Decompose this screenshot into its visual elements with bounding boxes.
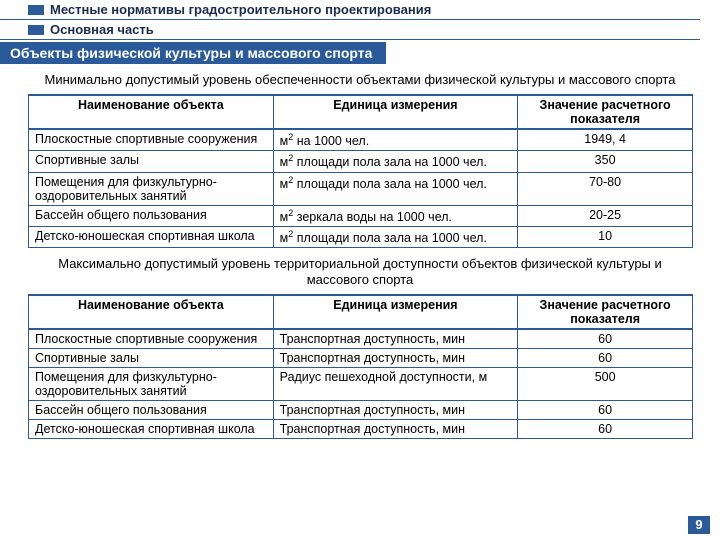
cell-unit: Транспортная доступность, мин (273, 329, 518, 349)
cell-unit: Транспортная доступность, мин (273, 420, 518, 439)
cell-name: Плоскостные спортивные сооружения (29, 329, 274, 349)
cell-value: 60 (518, 329, 693, 349)
cell-name: Спортивные залы (29, 151, 274, 172)
cell-name: Помещения для физкультурно-оздоровительн… (29, 368, 274, 401)
table-row: Детско-юношеская спортивная школа м2 пло… (29, 226, 693, 247)
cell-name: Детско-юношеская спортивная школа (29, 420, 274, 439)
header-text-2: Основная часть (50, 22, 154, 37)
cell-unit: м2 на 1000 чел. (273, 129, 518, 151)
cell-value: 60 (518, 349, 693, 368)
cell-unit: м2 площади пола зала на 1000 чел. (273, 172, 518, 205)
section-title: Объекты физической культуры и массового … (0, 42, 386, 64)
table-row: Помещения для физкультурно-оздоровительн… (29, 368, 693, 401)
cell-value: 350 (518, 151, 693, 172)
cell-value: 1949, 4 (518, 129, 693, 151)
header-line-2: Основная часть (0, 20, 720, 37)
cell-unit: м2 площади пола зала на 1000 чел. (273, 151, 518, 172)
table-row: Бассейн общего пользования м2 зеркала во… (29, 205, 693, 226)
cell-unit: Радиус пешеходной доступности, м (273, 368, 518, 401)
cell-value: 70-80 (518, 172, 693, 205)
cell-name: Помещения для физкультурно-оздоровительн… (29, 172, 274, 205)
cell-unit: Транспортная доступность, мин (273, 401, 518, 420)
table-header-row: Наименование объекта Единица измерения З… (29, 95, 693, 129)
table-1: Наименование объекта Единица измерения З… (28, 94, 693, 248)
page-number: 9 (688, 516, 710, 534)
table-header-row: Наименование объекта Единица измерения З… (29, 295, 693, 329)
cell-unit: м2 зеркала воды на 1000 чел. (273, 205, 518, 226)
cell-value: 500 (518, 368, 693, 401)
cell-value: 60 (518, 401, 693, 420)
table-row: Спортивные залы Транспортная доступность… (29, 349, 693, 368)
th-unit: Единица измерения (273, 95, 518, 129)
header-underline-2 (0, 39, 700, 40)
header-bar-icon (28, 25, 44, 35)
cell-name: Бассейн общего пользования (29, 205, 274, 226)
subtitle-2: Максимально допустимый уровень территори… (30, 256, 690, 289)
th-unit: Единица измерения (273, 295, 518, 329)
th-value: Значение расчетного показателя (518, 95, 693, 129)
cell-name: Бассейн общего пользования (29, 401, 274, 420)
header-text-1: Местные нормативы градостроительного про… (50, 2, 431, 17)
header-bar-icon (28, 5, 44, 15)
table-row: Плоскостные спортивные сооружения м2 на … (29, 129, 693, 151)
table-row: Помещения для физкультурно-оздоровительн… (29, 172, 693, 205)
header-line-1: Местные нормативы градостроительного про… (0, 0, 720, 17)
th-name: Наименование объекта (29, 295, 274, 329)
th-name: Наименование объекта (29, 95, 274, 129)
cell-name: Детско-юношеская спортивная школа (29, 226, 274, 247)
table-row: Спортивные залы м2 площади пола зала на … (29, 151, 693, 172)
cell-value: 10 (518, 226, 693, 247)
th-value: Значение расчетного показателя (518, 295, 693, 329)
cell-value: 60 (518, 420, 693, 439)
cell-value: 20-25 (518, 205, 693, 226)
cell-name: Спортивные залы (29, 349, 274, 368)
cell-unit: Транспортная доступность, мин (273, 349, 518, 368)
table-2: Наименование объекта Единица измерения З… (28, 294, 693, 439)
cell-unit: м2 площади пола зала на 1000 чел. (273, 226, 518, 247)
table-row: Детско-юношеская спортивная школа Трансп… (29, 420, 693, 439)
subtitle-1: Минимально допустимый уровень обеспеченн… (30, 72, 690, 88)
table-row: Плоскостные спортивные сооружения Трансп… (29, 329, 693, 349)
cell-name: Плоскостные спортивные сооружения (29, 129, 274, 151)
section-title-wrap: Объекты физической культуры и массового … (0, 42, 720, 64)
table-row: Бассейн общего пользования Транспортная … (29, 401, 693, 420)
